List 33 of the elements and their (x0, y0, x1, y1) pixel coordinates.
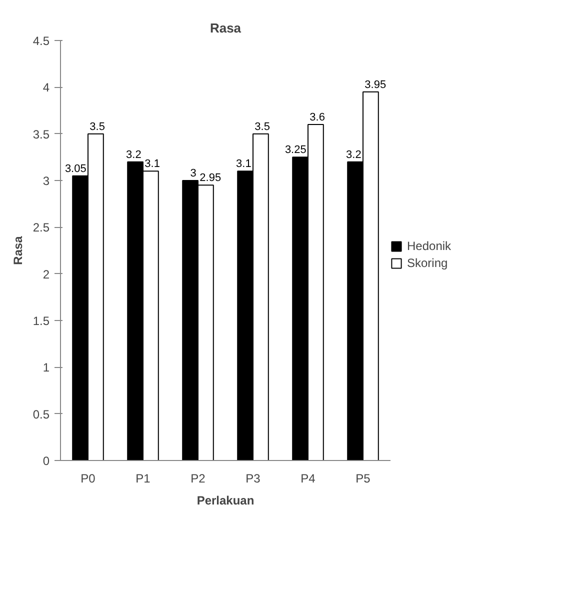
legend-label: Hedonik (407, 239, 452, 253)
data-label: 3.6 (310, 112, 325, 124)
data-label: 3.95 (364, 78, 386, 91)
x-tick-label: P2 (190, 472, 206, 486)
y-tick-label: 1 (42, 360, 50, 375)
x-tick-label: P5 (356, 472, 371, 486)
data-label: 3.2 (126, 148, 142, 161)
data-label: 3.2 (346, 148, 362, 161)
y-tick-label: 0 (42, 454, 50, 468)
data-label: 2.95 (200, 172, 222, 184)
x-tick-label: P3 (246, 472, 261, 486)
y-tick-label: 4.5 (32, 34, 50, 48)
data-label: 3.1 (144, 158, 160, 170)
chart-title: Rasa (210, 20, 242, 36)
data-label: 3.5 (90, 120, 105, 133)
legend-label: Skoring (407, 256, 448, 270)
x-axis-title: Perlakuan (196, 494, 254, 508)
y-tick-label: 4 (42, 80, 50, 95)
y-tick-label: 2 (42, 267, 50, 282)
data-label: 3.5 (254, 120, 270, 133)
y-tick-label: 1.5 (32, 314, 50, 328)
data-label: 3.05 (64, 162, 86, 175)
y-tick-label: 3.5 (32, 127, 50, 142)
x-tick-label: P1 (136, 472, 151, 486)
data-label: 3.1 (236, 158, 252, 170)
x-tick-label: P0 (80, 472, 96, 486)
y-tick-label: 0.5 (32, 407, 50, 422)
data-label: 3.25 (284, 144, 306, 156)
data-label: 3 (190, 168, 196, 180)
y-tick-label: 2.5 (32, 220, 50, 235)
y-tick-label: 3 (42, 174, 50, 188)
x-tick-label: P4 (300, 472, 316, 486)
y-axis-title: Rasa (10, 236, 25, 265)
